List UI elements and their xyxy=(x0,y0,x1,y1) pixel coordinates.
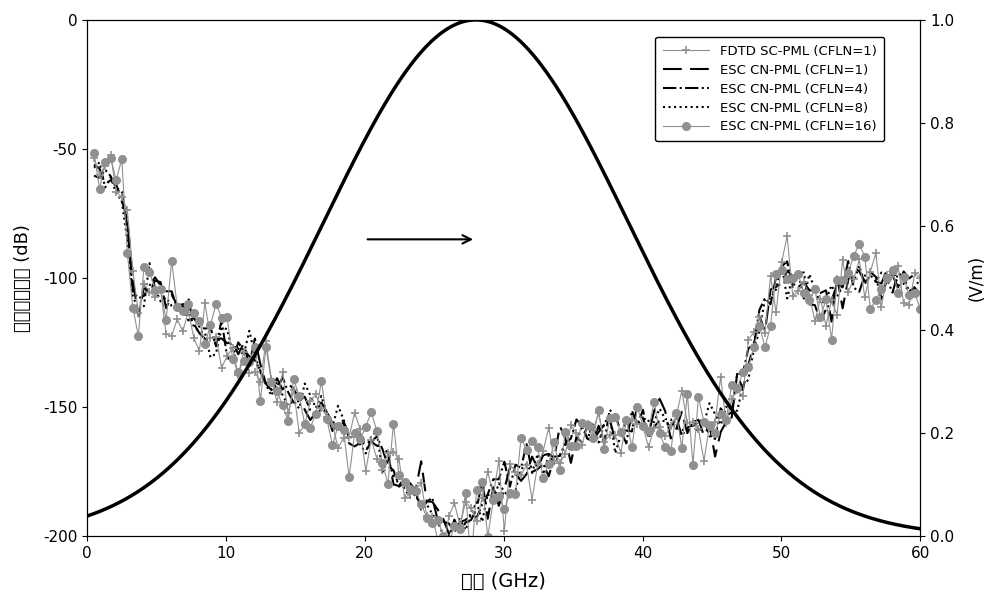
Line: ESC CN-PML (CFLN=8): ESC CN-PML (CFLN=8) xyxy=(94,162,920,537)
Y-axis label: 相对反射误差 (dB): 相对反射误差 (dB) xyxy=(14,224,32,332)
ESC CN-PML (CFLN=16) xyxy=(415,500,427,508)
ESC CN-PML (CFLN=8) xyxy=(365,432,377,439)
ESC CN-PML (CFLN=4) xyxy=(565,435,577,442)
Line: ESC CN-PML (CFLN=16): ESC CN-PML (CFLN=16) xyxy=(90,149,924,567)
FDTD SC-PML (CFLN=1) xyxy=(914,274,926,281)
FDTD SC-PML (CFLN=1) xyxy=(421,512,433,520)
FDTD SC-PML (CFLN=1) xyxy=(670,413,682,420)
ESC CN-PML (CFLN=1) xyxy=(526,453,538,460)
ESC CN-PML (CFLN=16) xyxy=(360,423,372,430)
ESC CN-PML (CFLN=4) xyxy=(88,172,100,179)
ESC CN-PML (CFLN=1) xyxy=(360,447,372,454)
ESC CN-PML (CFLN=4) xyxy=(448,528,460,535)
ESC CN-PML (CFLN=8) xyxy=(88,164,100,171)
Line: FDTD SC-PML (CFLN=1): FDTD SC-PML (CFLN=1) xyxy=(90,151,924,552)
ESC CN-PML (CFLN=4) xyxy=(914,290,926,298)
X-axis label: 频率 (GHz): 频率 (GHz) xyxy=(461,572,546,591)
ESC CN-PML (CFLN=4) xyxy=(532,466,544,473)
ESC CN-PML (CFLN=8) xyxy=(94,159,106,166)
FDTD SC-PML (CFLN=1) xyxy=(437,544,449,551)
ESC CN-PML (CFLN=8) xyxy=(670,424,682,431)
ESC CN-PML (CFLN=16) xyxy=(665,447,677,454)
ESC CN-PML (CFLN=4) xyxy=(365,439,377,446)
FDTD SC-PML (CFLN=1) xyxy=(565,422,577,429)
ESC CN-PML (CFLN=8) xyxy=(565,447,577,454)
ESC CN-PML (CFLN=8) xyxy=(443,533,455,540)
ESC CN-PML (CFLN=16) xyxy=(559,428,571,436)
ESC CN-PML (CFLN=8) xyxy=(532,450,544,457)
ESC CN-PML (CFLN=16) xyxy=(526,437,538,444)
ESC CN-PML (CFLN=16) xyxy=(88,150,100,157)
ESC CN-PML (CFLN=16) xyxy=(776,266,788,273)
Legend: FDTD SC-PML (CFLN=1), ESC CN-PML (CFLN=1), ESC CN-PML (CFLN=4), ESC CN-PML (CFLN: FDTD SC-PML (CFLN=1), ESC CN-PML (CFLN=1… xyxy=(655,37,884,142)
ESC CN-PML (CFLN=16) xyxy=(465,559,477,566)
FDTD SC-PML (CFLN=1) xyxy=(105,151,117,159)
ESC CN-PML (CFLN=8) xyxy=(781,295,793,302)
Y-axis label: (V/m): (V/m) xyxy=(968,255,986,301)
ESC CN-PML (CFLN=1) xyxy=(415,457,427,465)
ESC CN-PML (CFLN=1) xyxy=(443,531,455,538)
Line: ESC CN-PML (CFLN=1): ESC CN-PML (CFLN=1) xyxy=(94,165,920,534)
ESC CN-PML (CFLN=4) xyxy=(670,414,682,421)
FDTD SC-PML (CFLN=1) xyxy=(365,436,377,443)
ESC CN-PML (CFLN=1) xyxy=(776,280,788,287)
Line: ESC CN-PML (CFLN=4): ESC CN-PML (CFLN=4) xyxy=(94,169,920,532)
FDTD SC-PML (CFLN=1) xyxy=(88,154,100,162)
ESC CN-PML (CFLN=4) xyxy=(99,166,111,173)
ESC CN-PML (CFLN=4) xyxy=(421,499,433,506)
ESC CN-PML (CFLN=8) xyxy=(914,276,926,283)
ESC CN-PML (CFLN=1) xyxy=(559,435,571,442)
ESC CN-PML (CFLN=4) xyxy=(781,258,793,265)
FDTD SC-PML (CFLN=1) xyxy=(781,232,793,240)
ESC CN-PML (CFLN=1) xyxy=(914,273,926,280)
FDTD SC-PML (CFLN=1) xyxy=(532,461,544,468)
ESC CN-PML (CFLN=16) xyxy=(914,305,926,312)
ESC CN-PML (CFLN=8) xyxy=(421,501,433,508)
ESC CN-PML (CFLN=1) xyxy=(665,435,677,442)
ESC CN-PML (CFLN=1) xyxy=(88,161,100,168)
